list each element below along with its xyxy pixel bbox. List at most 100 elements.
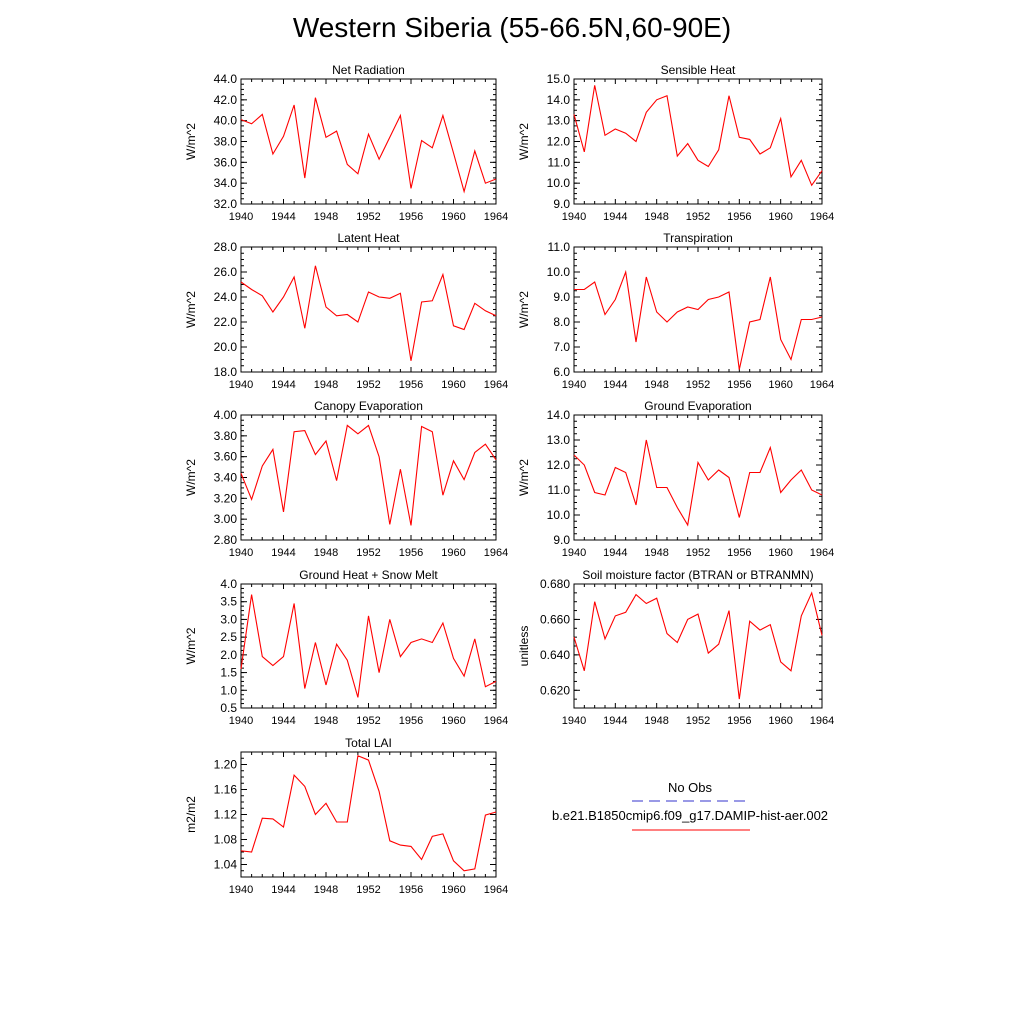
x-tick-label: 1952 bbox=[356, 715, 380, 727]
y-tick-label: 14.0 bbox=[547, 93, 571, 107]
y-tick-label: 18.0 bbox=[214, 365, 238, 379]
y-tick-label: 3.00 bbox=[214, 512, 238, 526]
x-tick-label: 1964 bbox=[810, 379, 834, 391]
x-tick-label: 1960 bbox=[768, 379, 792, 391]
y-tick-label: 12.0 bbox=[547, 458, 571, 472]
x-tick-label: 1940 bbox=[229, 884, 253, 896]
chart-title: Net Radiation bbox=[332, 63, 405, 77]
y-tick-label: 1.0 bbox=[220, 683, 237, 697]
x-tick-label: 1948 bbox=[644, 547, 668, 559]
series-line bbox=[240, 265, 497, 361]
y-tick-label: 3.20 bbox=[214, 491, 238, 505]
y-tick-label: 11.0 bbox=[548, 155, 571, 169]
chart-panel-3: Latent Heat W/m^2 1940 1944 1948 1952 1956 1960… bbox=[184, 231, 508, 391]
chart-title: Soil moisture factor (BTRAN or BTRANMN) bbox=[582, 568, 813, 582]
chart-title: Ground Evaporation bbox=[644, 399, 751, 413]
x-tick-label: 1964 bbox=[484, 884, 508, 896]
chart-title: Ground Heat + Snow Melt bbox=[299, 568, 438, 582]
x-tick-label: 1940 bbox=[562, 547, 586, 559]
y-tick-label: 10.0 bbox=[547, 176, 571, 190]
x-tick-label: 1948 bbox=[644, 211, 668, 223]
plot-frame bbox=[240, 751, 497, 878]
y-tick-label: 0.640 bbox=[540, 648, 570, 662]
chart-title: Total LAI bbox=[345, 736, 392, 750]
y-tick-label: 2.80 bbox=[214, 533, 238, 547]
y-tick-label: 9.0 bbox=[553, 197, 570, 211]
y-tick-label: 3.40 bbox=[214, 471, 238, 485]
y-tick-label: 34.0 bbox=[214, 176, 238, 190]
x-tick-label: 1956 bbox=[727, 715, 751, 727]
y-tick-label: 26.0 bbox=[214, 265, 238, 279]
y-axis-label: W/m^2 bbox=[184, 123, 198, 160]
x-tick-label: 1956 bbox=[399, 379, 423, 391]
y-tick-label: 3.80 bbox=[214, 429, 238, 443]
x-tick-label: 1952 bbox=[686, 379, 710, 391]
x-tick-label: 1944 bbox=[271, 715, 295, 727]
plot-frame bbox=[240, 78, 497, 205]
y-tick-label: 1.5 bbox=[220, 666, 237, 680]
chart-panel-6: Ground Evaporation W/m^2 1940 1944 1948 1952 1… bbox=[517, 399, 834, 559]
x-tick-label: 1952 bbox=[356, 379, 380, 391]
x-tick-label: 1944 bbox=[603, 547, 627, 559]
plot-frame bbox=[240, 583, 497, 709]
chart-panel-4: Transpiration W/m^2 1940 1944 1948 1952 1956 19… bbox=[517, 231, 834, 391]
x-tick-label: 1944 bbox=[603, 379, 627, 391]
y-tick-label: 4.0 bbox=[220, 577, 237, 591]
x-tick-label: 1956 bbox=[727, 379, 751, 391]
page-title: Western Siberia (55-66.5N,60-90E) bbox=[292, 12, 732, 43]
chart-title: Transpiration bbox=[663, 231, 733, 245]
x-tick-label: 1948 bbox=[644, 715, 668, 727]
y-tick-label: 12.0 bbox=[547, 135, 571, 149]
y-tick-label: 28.0 bbox=[214, 240, 238, 254]
x-tick-label: 1956 bbox=[399, 211, 423, 223]
series-line bbox=[573, 591, 823, 700]
chart-panel-2: Sensible Heat W/m^2 1940 1944 1948 1952 1956 19… bbox=[517, 63, 834, 223]
x-tick-label: 1956 bbox=[399, 547, 423, 559]
y-tick-label: 0.680 bbox=[540, 577, 570, 591]
chart-title: Sensible Heat bbox=[661, 63, 736, 77]
chart-panel-1: Net Radiation W/m^2 1940 1944 1948 1952 1956 19… bbox=[184, 63, 508, 223]
y-tick-label: 10.0 bbox=[547, 265, 571, 279]
y-tick-label: 15.0 bbox=[547, 72, 571, 86]
y-tick-label: 3.0 bbox=[220, 612, 237, 626]
x-tick-label: 1964 bbox=[484, 379, 508, 391]
x-tick-label: 1944 bbox=[271, 884, 295, 896]
y-tick-label: 11.0 bbox=[548, 240, 571, 254]
y-tick-label: 9.0 bbox=[553, 290, 570, 304]
plot-frame bbox=[240, 246, 497, 373]
y-tick-label: 14.0 bbox=[547, 408, 571, 422]
y-tick-label: 0.5 bbox=[220, 701, 237, 715]
y-tick-label: 13.0 bbox=[547, 114, 571, 128]
x-tick-label: 1944 bbox=[603, 715, 627, 727]
y-tick-label: 13.0 bbox=[547, 433, 571, 447]
y-axis-label: W/m^2 bbox=[184, 627, 198, 664]
y-axis-label: m2/m2 bbox=[184, 796, 198, 833]
x-tick-label: 1940 bbox=[562, 379, 586, 391]
y-axis-label: unitless bbox=[517, 626, 531, 667]
x-tick-label: 1964 bbox=[810, 715, 834, 727]
chart-panel-8: Soil moisture factor (BTRAN or BTRANMN) u… bbox=[517, 568, 834, 727]
y-tick-label: 36.0 bbox=[214, 155, 238, 169]
x-tick-label: 1960 bbox=[441, 715, 465, 727]
x-tick-label: 1940 bbox=[229, 715, 253, 727]
x-tick-label: 1944 bbox=[271, 211, 295, 223]
x-tick-label: 1964 bbox=[810, 211, 834, 223]
x-tick-label: 1940 bbox=[229, 379, 253, 391]
x-tick-label: 1940 bbox=[229, 211, 253, 223]
x-tick-label: 1960 bbox=[441, 884, 465, 896]
x-tick-label: 1948 bbox=[314, 715, 338, 727]
y-tick-label: 0.620 bbox=[540, 683, 570, 697]
y-axis-label: W/m^2 bbox=[517, 291, 531, 328]
x-tick-label: 1944 bbox=[271, 547, 295, 559]
chart-panel-7: Ground Heat + Snow Melt W/m^2 1940 1944 1948… bbox=[184, 568, 508, 727]
x-tick-label: 1956 bbox=[399, 884, 423, 896]
chart-panel-5: Canopy Evaporation W/m^2 1940 1944 1948 1952 1… bbox=[184, 399, 508, 559]
y-tick-label: 2.5 bbox=[220, 630, 237, 644]
y-tick-label: 2.0 bbox=[220, 648, 237, 662]
series-line bbox=[240, 424, 497, 526]
x-tick-label: 1956 bbox=[727, 211, 751, 223]
series-line bbox=[240, 755, 497, 872]
x-tick-label: 1944 bbox=[603, 211, 627, 223]
series-line bbox=[240, 97, 497, 194]
